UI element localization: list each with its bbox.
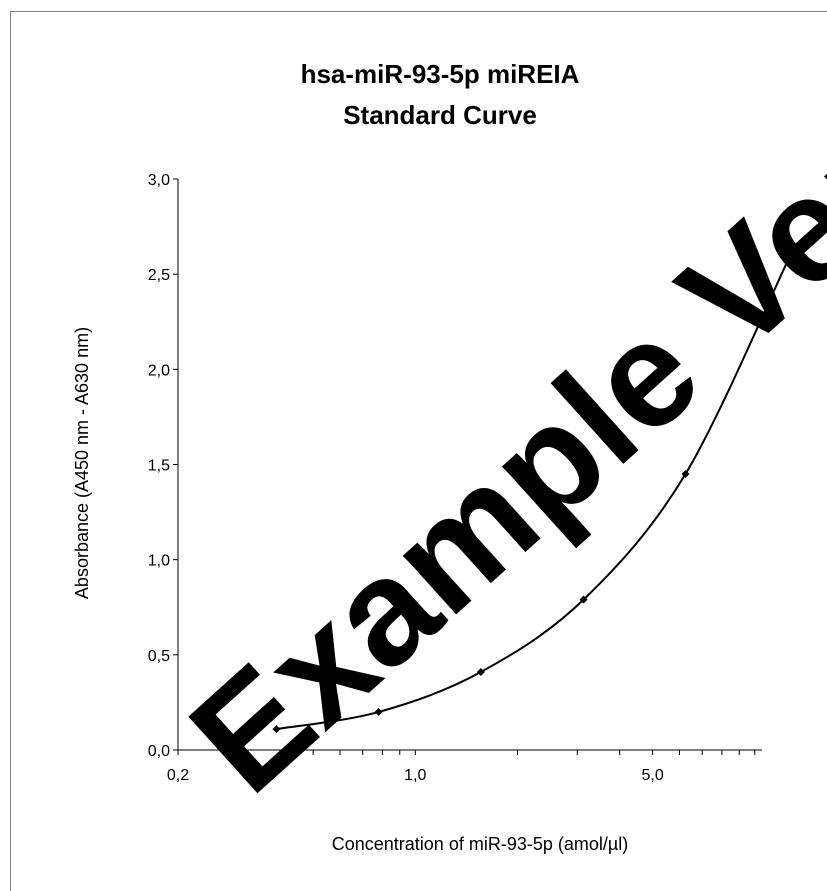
y-tick-label: 3,0 — [148, 172, 170, 189]
chart-title-line-1: hsa-miR-93-5p miREIA — [301, 59, 580, 89]
y-tick-label: 1,5 — [148, 458, 170, 475]
y-axis-title: Absorbance (A450 nm - A630 nm) — [72, 327, 92, 599]
chart-title-line-2: Standard Curve — [343, 100, 537, 130]
x-tick-label: 5,0 — [641, 767, 663, 784]
x-tick-label: 0,2 — [167, 767, 189, 784]
x-tick-label: 1,0 — [404, 767, 426, 784]
y-tick-label: 0,5 — [148, 648, 170, 665]
x-axis-title: Concentration of miR-93-5p (amol/µl) — [332, 834, 628, 854]
y-tick-label: 0,0 — [148, 743, 170, 760]
y-tick-label: 2,0 — [148, 362, 170, 379]
y-tick-label: 2,5 — [148, 267, 170, 284]
chart-title: hsa-miR-93-5p miREIA Standard Curve — [301, 59, 580, 130]
y-tick-label: 1,0 — [148, 553, 170, 570]
data-point — [477, 668, 485, 676]
